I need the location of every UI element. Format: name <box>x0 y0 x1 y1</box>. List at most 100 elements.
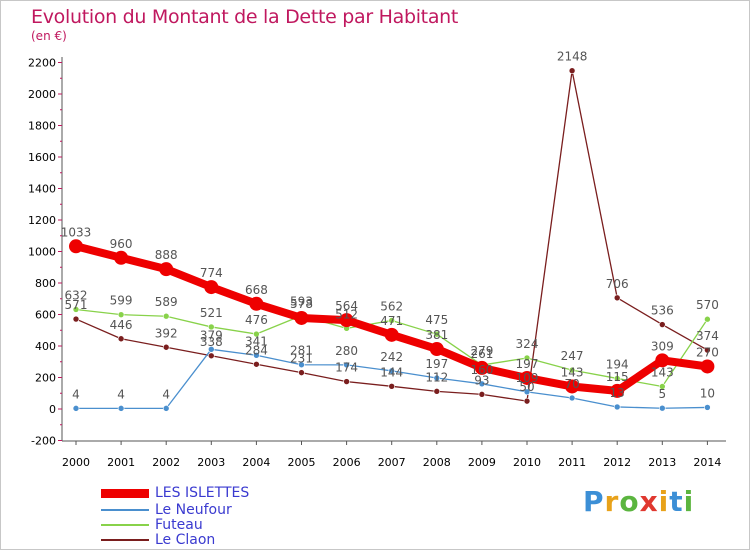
data-label-les-islettes: 668 <box>245 283 268 297</box>
data-label-le-neufour: 379 <box>200 328 223 342</box>
data-label-les-islettes: 143 <box>561 365 584 379</box>
data-point-le-claon <box>117 335 125 343</box>
x-tick-label: 2009 <box>468 456 496 469</box>
data-point-le-claon <box>433 388 441 395</box>
data-point-le-claon <box>658 321 666 328</box>
data-point-le-neufour <box>388 367 396 375</box>
data-label-les-islettes: 197 <box>516 357 539 371</box>
data-label-les-islettes: 564 <box>335 299 358 313</box>
x-tick-label: 2014 <box>693 456 721 469</box>
data-label-le-claon: 174 <box>335 361 358 375</box>
page-subtitle: (en €) <box>31 29 67 43</box>
data-point-le-claon <box>162 343 170 351</box>
data-label-les-islettes: 309 <box>651 339 674 353</box>
data-label-futeau: 476 <box>245 313 268 327</box>
x-tick-label: 2013 <box>648 456 676 469</box>
data-point-les-islettes <box>474 360 489 375</box>
data-label-le-claon: 446 <box>110 318 133 332</box>
data-label-le-neufour: 5 <box>658 387 666 401</box>
data-label-les-islettes: 381 <box>425 328 448 342</box>
data-label-futeau: 599 <box>110 294 133 308</box>
brand-letter: i <box>683 485 695 518</box>
data-point-le-claon <box>253 360 260 368</box>
data-point-futeau <box>388 317 396 324</box>
data-point-le-neufour <box>117 405 125 412</box>
y-tick-label: 1400 <box>28 183 56 196</box>
data-point-les-islettes <box>384 327 399 342</box>
data-point-les-islettes <box>610 383 625 398</box>
data-point-futeau <box>658 383 666 390</box>
brand-letter: r <box>604 485 620 518</box>
data-label-le-claon: 536 <box>651 304 674 318</box>
legend-item: Futeau <box>101 517 203 533</box>
data-point-les-islettes <box>249 296 264 311</box>
data-label-les-islettes: 261 <box>470 347 493 361</box>
data-label-le-claon: 392 <box>155 326 178 340</box>
data-label-le-claon: 571 <box>65 298 88 312</box>
data-point-le-neufour <box>208 346 215 353</box>
data-label-le-neufour: 70 <box>564 377 579 391</box>
data-label-futeau: 143 <box>651 365 674 379</box>
legend-swatch <box>101 488 149 498</box>
legend-swatch <box>101 539 149 541</box>
x-tick-label: 2000 <box>62 456 90 469</box>
data-point-les-islettes <box>294 310 309 325</box>
data-label-le-claon: 231 <box>290 352 313 366</box>
data-point-les-islettes <box>159 262 174 277</box>
y-tick-label: 1600 <box>28 151 56 164</box>
data-label-le-neufour: 10 <box>700 386 715 400</box>
data-point-futeau <box>253 330 260 338</box>
legend-label: Le Neufour <box>155 502 232 518</box>
x-tick-label: 2004 <box>242 456 270 469</box>
y-tick-label: 0 <box>49 403 56 416</box>
x-tick-label: 2010 <box>513 456 541 469</box>
data-point-les-islettes <box>520 370 534 385</box>
data-label-le-neufour: 109 <box>516 371 539 385</box>
data-point-futeau <box>208 323 215 331</box>
y-tick-label: 2000 <box>28 88 56 101</box>
x-tick-label: 2008 <box>423 456 451 469</box>
data-point-le-neufour <box>523 388 531 396</box>
data-label-le-neufour: 281 <box>290 344 313 358</box>
data-label-le-claon: 93 <box>474 373 489 387</box>
data-point-le-claon <box>704 346 711 354</box>
data-label-les-islettes: 1033 <box>61 225 92 239</box>
y-tick-label: 1800 <box>28 120 56 133</box>
x-tick-label: 2001 <box>107 456 135 469</box>
data-label-futeau: 279 <box>470 344 493 358</box>
data-label-le-claon: 374 <box>696 329 719 343</box>
data-point-le-neufour <box>568 394 576 402</box>
data-point-le-neufour <box>72 405 80 412</box>
data-label-les-islettes: 578 <box>290 297 313 311</box>
legend-swatch <box>101 509 149 511</box>
data-label-futeau: 512 <box>335 307 358 321</box>
data-point-futeau <box>568 366 576 374</box>
data-label-le-claon: 50 <box>519 380 534 394</box>
data-label-le-claon: 706 <box>606 277 629 291</box>
data-point-les-islettes <box>655 353 670 368</box>
data-label-les-islettes: 960 <box>110 237 133 251</box>
data-point-le-claon <box>478 391 486 398</box>
legend-label: LES ISLETTES <box>155 485 250 501</box>
legend-item: LES ISLETTES <box>101 485 249 501</box>
data-label-les-islettes: 115 <box>606 370 629 384</box>
y-tick-label: 200 <box>35 372 56 385</box>
data-label-futeau: 194 <box>606 357 629 371</box>
data-label-le-neufour: 160 <box>470 363 493 377</box>
data-point-futeau <box>117 311 125 318</box>
data-label-les-islettes: 270 <box>696 345 719 359</box>
page-title: Evolution du Montant de la Dette par Hab… <box>31 6 459 28</box>
brand-letter: o <box>619 485 640 518</box>
data-label-le-neufour: 13 <box>610 386 625 400</box>
data-point-le-claon <box>72 315 80 323</box>
brand-letter: i <box>658 485 670 518</box>
data-point-le-claon <box>298 369 305 376</box>
y-tick-label: 400 <box>35 340 56 353</box>
x-tick-label: 2003 <box>197 456 225 469</box>
data-point-le-neufour <box>613 403 621 411</box>
data-point-le-neufour <box>478 380 486 388</box>
data-label-futeau: 324 <box>516 337 539 351</box>
data-point-le-neufour <box>253 351 260 359</box>
